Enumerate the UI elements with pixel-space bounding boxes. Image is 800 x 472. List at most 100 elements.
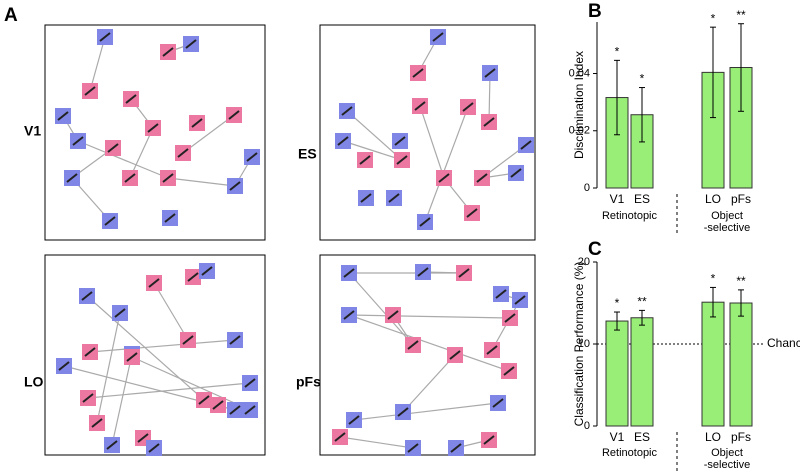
x-tick-label: V1 <box>610 430 625 444</box>
region-label: pFs <box>296 374 321 390</box>
region-label: V1 <box>24 123 41 139</box>
link <box>87 382 251 399</box>
object-glyph <box>57 111 69 121</box>
object-glyph <box>388 193 400 203</box>
object-glyph <box>185 39 197 49</box>
object-glyph <box>414 101 426 111</box>
x-tick-label: pFs <box>731 192 751 206</box>
link <box>153 282 189 341</box>
object-glyph <box>162 173 174 183</box>
object-glyph <box>114 308 126 318</box>
x-tick-label: pFs <box>731 430 751 444</box>
object-glyph <box>419 217 431 227</box>
y-tick-label: 10 <box>578 338 590 350</box>
link <box>353 402 499 421</box>
y-tick-label: 0.02 <box>569 125 590 137</box>
object-glyph <box>137 433 149 443</box>
object-glyph <box>343 268 355 278</box>
x-tick-label: ES <box>634 192 650 206</box>
object-glyph <box>81 291 93 301</box>
link <box>348 314 510 372</box>
object-glyph <box>495 289 507 299</box>
significance: ** <box>736 274 746 288</box>
object-glyph <box>162 47 174 57</box>
link <box>419 105 445 179</box>
object-glyph <box>407 443 419 453</box>
significance: * <box>711 11 716 25</box>
x-tick-label: V1 <box>610 192 625 206</box>
object-glyph <box>450 443 462 453</box>
object-glyph <box>397 407 409 417</box>
y-axis-label: Classification Performance (%) <box>572 262 586 427</box>
panel-letter: C <box>588 239 602 260</box>
group-label: -selective <box>704 459 750 471</box>
bar <box>701 301 725 427</box>
link <box>111 353 133 446</box>
significance: ** <box>637 295 647 309</box>
object-glyph <box>164 213 176 223</box>
region-label: LO <box>24 374 44 390</box>
object-glyph <box>387 310 399 320</box>
link <box>424 106 469 223</box>
link <box>77 140 169 179</box>
link <box>131 356 251 411</box>
object-glyph <box>466 208 478 218</box>
group-label: -selective <box>704 222 750 234</box>
object-glyph <box>228 110 240 120</box>
object-glyph <box>148 443 160 453</box>
object-glyph <box>476 173 488 183</box>
object-glyph <box>504 313 516 323</box>
object-glyph <box>99 32 111 42</box>
panel-letter: A <box>4 5 18 26</box>
bar <box>605 320 629 427</box>
object-glyph <box>396 155 408 165</box>
object-glyph <box>438 173 450 183</box>
object-glyph <box>244 405 256 415</box>
object-glyph <box>510 168 522 178</box>
object-glyph <box>492 398 504 408</box>
panel-letter: B <box>588 1 602 22</box>
object-glyph <box>148 278 160 288</box>
object-glyph <box>107 143 119 153</box>
link <box>182 114 235 154</box>
object-glyph <box>520 140 532 150</box>
object-glyph <box>449 350 461 360</box>
object-glyph <box>147 123 159 133</box>
object-glyph <box>407 340 419 350</box>
y-tick-label: 0 <box>584 420 590 432</box>
object-glyph <box>182 335 194 345</box>
object-glyph <box>417 267 429 277</box>
object-glyph <box>412 68 424 78</box>
object-glyph <box>341 106 353 116</box>
link <box>342 140 403 161</box>
y-tick-label: 20 <box>578 256 590 268</box>
link <box>348 272 414 346</box>
object-glyph <box>66 173 78 183</box>
object-glyph <box>125 94 137 104</box>
object-glyph <box>84 86 96 96</box>
link <box>129 127 154 179</box>
object-glyph <box>106 440 118 450</box>
link <box>96 312 121 424</box>
y-tick-label: 0.04 <box>569 67 590 79</box>
object-glyph <box>348 415 360 425</box>
object-glyph <box>187 272 199 282</box>
object-glyph <box>124 173 136 183</box>
object-glyph <box>191 118 203 128</box>
object-glyph <box>229 181 241 191</box>
link <box>348 314 511 319</box>
link <box>89 339 236 353</box>
significance: * <box>615 45 620 59</box>
object-glyph <box>201 266 213 276</box>
object-glyph <box>177 148 189 158</box>
region-label: ES <box>298 146 317 162</box>
object-glyph <box>58 361 70 371</box>
object-glyph <box>337 136 349 146</box>
link <box>346 110 403 161</box>
y-tick-label: 0 <box>584 182 590 194</box>
x-tick-label: LO <box>705 430 721 444</box>
significance: * <box>615 296 620 310</box>
chance-label: Chance <box>767 336 800 350</box>
link <box>402 354 456 413</box>
